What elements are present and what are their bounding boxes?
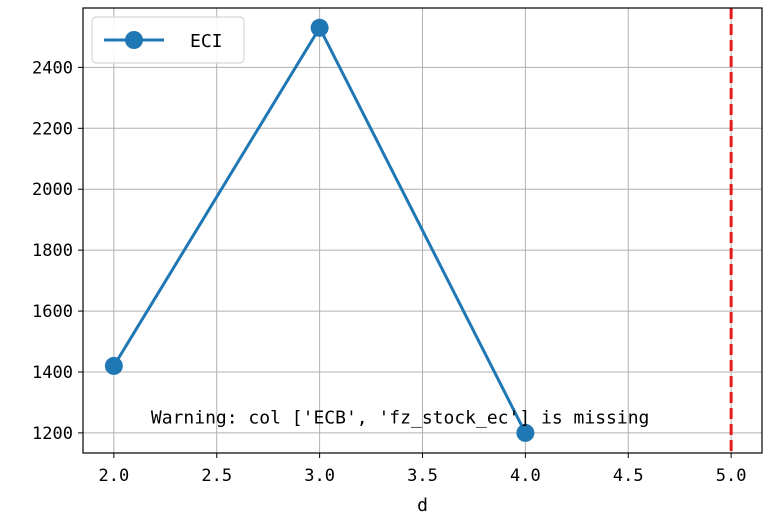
y-tick-label: 2000: [32, 180, 73, 200]
y-ticks: 1200 1400 1600 1800 2000 2200 2400: [32, 58, 83, 444]
data-point: [104, 356, 123, 375]
grid-lines: [83, 8, 762, 453]
y-tick-label: 1800: [32, 241, 73, 261]
y-tick-label: 1400: [32, 363, 73, 383]
data-point: [516, 423, 535, 442]
x-axis-label: d: [417, 495, 428, 516]
legend: ECI: [91, 16, 245, 64]
warning-annotation: Warning: col ['ECB', 'fz_stock_ec'] is m…: [151, 407, 650, 428]
x-ticks: 2.0 2.5 3.0 3.5 4.0 4.5 5.0: [99, 453, 747, 486]
y-tick-label: 1200: [32, 424, 73, 444]
data-point: [310, 18, 329, 37]
series-layer: [104, 18, 535, 442]
y-tick-label: 1600: [32, 302, 73, 322]
x-tick-label: 3.5: [407, 466, 438, 486]
x-tick-label: 5.0: [716, 466, 747, 486]
x-tick-label: 4.0: [510, 466, 541, 486]
legend-entry-label: ECI: [190, 31, 223, 52]
y-tick-label: 2200: [32, 119, 73, 139]
y-tick-label: 2400: [32, 58, 73, 78]
x-tick-label: 3.0: [304, 466, 335, 486]
x-tick-label: 2.0: [99, 466, 130, 486]
legend-marker-swatch: [125, 31, 143, 49]
legend-box: [91, 16, 245, 64]
x-tick-label: 2.5: [201, 466, 232, 486]
x-tick-label: 4.5: [613, 466, 644, 486]
